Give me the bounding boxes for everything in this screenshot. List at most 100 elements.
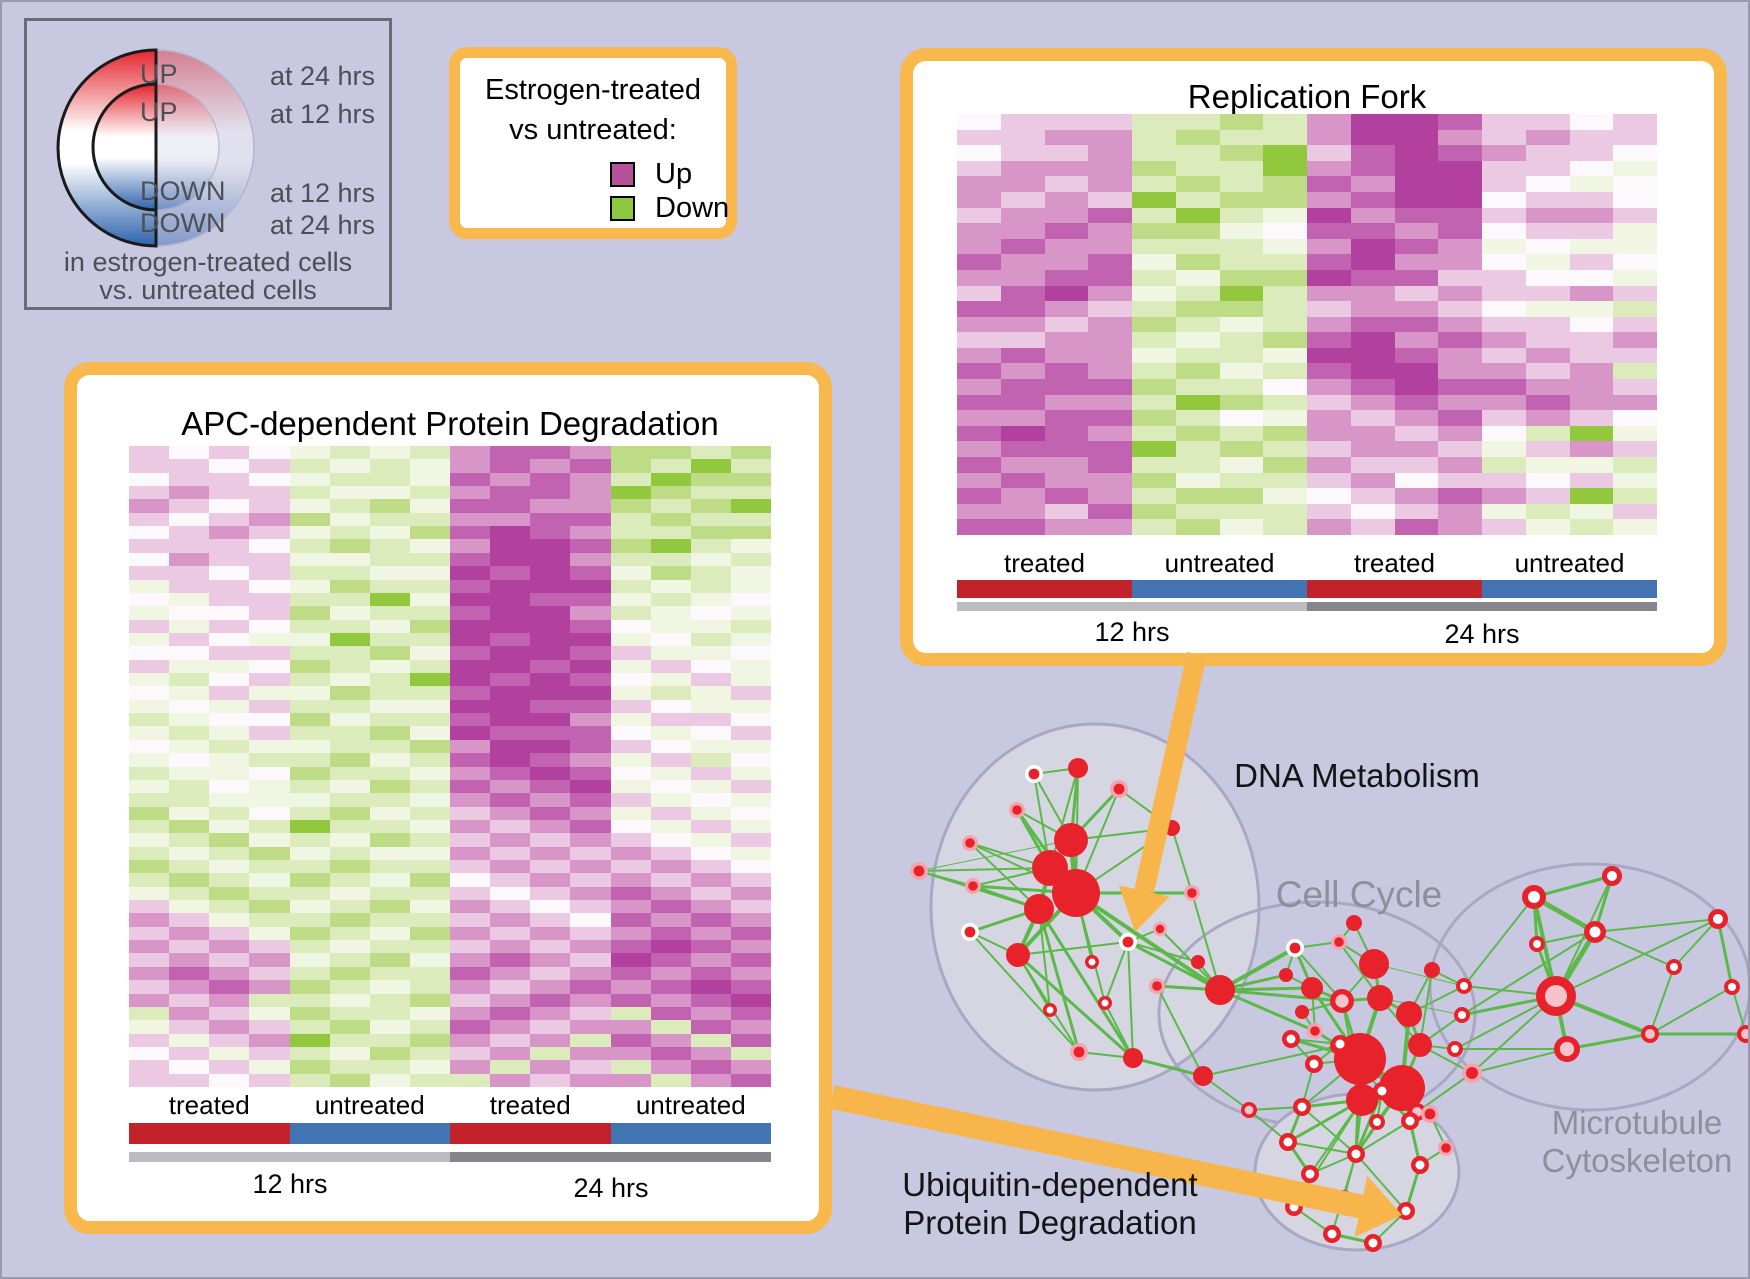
- heatmap-cell: [369, 446, 410, 460]
- heatmap-cell: [289, 1046, 330, 1061]
- heatmap-cell: [650, 953, 691, 967]
- heatmap-cell: [570, 926, 611, 941]
- heatmap-cell: [570, 526, 611, 540]
- heatmap-cell: [450, 606, 491, 620]
- heatmap-cell: [730, 566, 771, 580]
- heatmap-cell: [1175, 519, 1220, 535]
- condition-color-bar: [1307, 580, 1482, 598]
- heatmap-cell: [1132, 410, 1176, 426]
- heatmap-cell: [1000, 363, 1045, 380]
- heatmap-cell: [530, 619, 571, 633]
- heatmap-cell: [209, 552, 250, 567]
- heatmap-cell: [1000, 488, 1045, 504]
- heatmap-cell: [650, 713, 691, 727]
- heatmap-cell: [209, 499, 250, 513]
- heatmap-cell: [169, 726, 210, 740]
- heatmap-cell: [610, 846, 651, 860]
- heatmap-cell: [329, 632, 370, 647]
- heatmap-cell: [730, 686, 771, 700]
- heatmap-cell: [1525, 363, 1570, 380]
- heatmap-cell: [730, 739, 771, 754]
- heatmap-cell: [610, 900, 651, 914]
- heatmap-cell: [169, 632, 210, 647]
- heatmap-cell: [329, 806, 370, 820]
- heatmap-cell: [289, 619, 330, 633]
- heatmap-cell: [450, 926, 491, 941]
- heatmap-cell: [530, 713, 571, 727]
- heatmap-cell: [1525, 207, 1570, 224]
- heatmap-cell: [1394, 457, 1439, 473]
- heatmap-cell: [1132, 503, 1176, 520]
- heatmap-cell: [1438, 441, 1482, 458]
- heatmap-cell: [1569, 363, 1614, 380]
- heatmap-cell: [650, 966, 691, 981]
- heatmap-cell: [289, 552, 330, 567]
- heatmap-cell: [129, 993, 170, 1007]
- heatmap-cell: [409, 980, 450, 994]
- heatmap-cell: [610, 579, 651, 593]
- heatmap-cell: [1482, 285, 1526, 302]
- rf-group-labels: treated untreated treated untreated: [957, 548, 1657, 579]
- heatmap-cell: [730, 619, 771, 633]
- heatmap-cell: [169, 566, 210, 580]
- heatmap-cell: [1175, 425, 1220, 442]
- heatmap-cell: [1175, 285, 1220, 302]
- heatmap-cell: [1044, 441, 1089, 458]
- heatmap-cell: [690, 819, 731, 834]
- heatmap-cell: [329, 819, 370, 834]
- heatmap-cell: [409, 499, 450, 513]
- heatmap-cell: [650, 606, 691, 620]
- heatmap-cell: [329, 619, 370, 633]
- heatmap-cell: [1219, 316, 1264, 333]
- heatmap-cell: [249, 566, 290, 580]
- network-edge: [1191, 892, 1221, 991]
- heatmap-cell: [730, 819, 771, 834]
- gene-node-ring-core: [1335, 1039, 1345, 1049]
- heatmap-cell: [129, 499, 170, 513]
- heatmap-cell: [129, 1073, 170, 1087]
- heatmap-cell: [369, 993, 410, 1007]
- heatmap-cell: [169, 646, 210, 660]
- heatmap-cell: [1000, 301, 1045, 317]
- heatmap-cell: [169, 659, 210, 674]
- heatmap-cell: [409, 833, 450, 847]
- heatmap-cell: [329, 446, 370, 460]
- heatmap-cell: [1525, 519, 1570, 535]
- network-edge: [1016, 953, 1135, 1060]
- heatmap-cell: [1350, 191, 1395, 208]
- heatmap-cell: [690, 552, 731, 567]
- heatmap-cell: [650, 806, 691, 820]
- heatmap-cell: [369, 632, 410, 647]
- heatmap-cell: [610, 646, 651, 660]
- heatmap-cell: [129, 566, 170, 580]
- heatmap-cell: [957, 410, 1001, 426]
- heatmap-cell: [690, 779, 731, 794]
- heatmap-cell: [1219, 519, 1264, 535]
- heatmap-cell: [1175, 441, 1220, 458]
- gene-node-ring-core: [1528, 891, 1540, 903]
- heatmap-cell: [1219, 114, 1264, 130]
- heatmap-cell: [1613, 176, 1657, 192]
- heatmap-cell: [1394, 472, 1439, 489]
- heatmap-cell: [450, 1073, 491, 1087]
- heatmap-cell: [1307, 285, 1351, 302]
- heatmap-cell: [690, 673, 731, 687]
- heatmap-cell: [1350, 301, 1395, 317]
- heatmap-cell: [690, 953, 731, 967]
- heatmap-cell: [1000, 503, 1045, 520]
- heatmap-cell: [530, 1033, 571, 1047]
- heatmap-cell: [610, 539, 651, 553]
- heatmap-cell: [730, 953, 771, 967]
- heatmap-cell: [650, 552, 691, 567]
- heatmap-cell: [1482, 503, 1526, 520]
- heatmap-cell: [610, 766, 651, 780]
- heatmap-cell: [1525, 503, 1570, 520]
- heatmap-cell: [1525, 269, 1570, 286]
- heatmap-cell: [690, 713, 731, 727]
- gene-node-solid: [1396, 1001, 1422, 1027]
- heatmap-cell: [530, 1020, 571, 1034]
- network-edge: [969, 842, 1040, 910]
- heatmap-cell: [490, 779, 531, 794]
- heatmap-cell: [1525, 472, 1570, 489]
- network-edge: [1127, 941, 1199, 963]
